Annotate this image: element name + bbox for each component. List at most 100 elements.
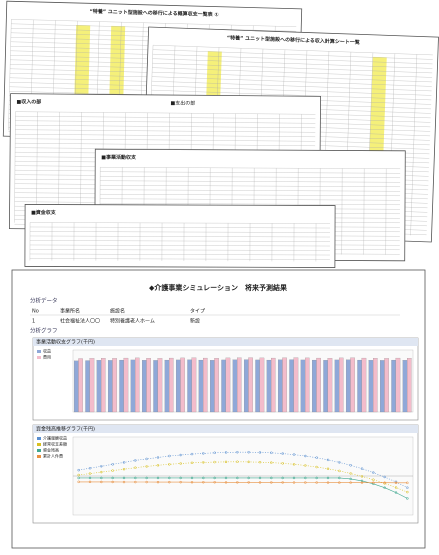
point <box>122 461 126 464</box>
point <box>202 452 205 455</box>
bar <box>334 359 340 413</box>
point <box>134 466 137 469</box>
point <box>270 451 273 455</box>
point <box>168 454 171 458</box>
legend-swatch <box>37 350 41 353</box>
legend-label: 介護報酬収益 <box>43 435 67 441</box>
point <box>406 481 409 485</box>
sheet: ■資金収支 <box>24 204 336 268</box>
bar <box>221 359 226 413</box>
point <box>202 476 205 480</box>
table-line <box>15 138 316 142</box>
bar <box>135 357 140 413</box>
bar <box>282 357 287 413</box>
point <box>156 456 160 459</box>
point <box>145 465 148 468</box>
bar <box>176 359 181 413</box>
bar <box>237 357 242 413</box>
point <box>383 481 386 484</box>
point <box>213 476 216 480</box>
point <box>258 451 262 454</box>
point <box>224 460 228 464</box>
point <box>213 451 216 455</box>
point <box>394 481 398 485</box>
point <box>360 467 364 470</box>
bar <box>312 359 317 413</box>
table-line <box>15 125 316 128</box>
point <box>281 476 284 480</box>
point <box>88 472 92 475</box>
table-line <box>410 54 418 236</box>
bar <box>339 357 344 413</box>
point <box>338 469 341 473</box>
bar <box>361 357 367 413</box>
point <box>111 480 114 484</box>
bar <box>384 358 389 413</box>
point <box>236 460 239 464</box>
point <box>281 462 284 465</box>
point <box>134 476 137 480</box>
point <box>156 480 160 484</box>
legend-label: 累計人件費 <box>43 453 63 459</box>
point <box>360 481 364 484</box>
bar <box>244 359 249 413</box>
table-line <box>100 194 401 196</box>
bar <box>85 360 90 413</box>
point <box>202 461 205 464</box>
bar <box>180 357 185 413</box>
point <box>168 480 171 484</box>
point <box>134 480 137 484</box>
sheet-title: ■資金収支 <box>31 209 57 216</box>
bar <box>248 357 253 413</box>
table-line <box>152 58 433 69</box>
point <box>202 480 205 484</box>
table-line <box>151 80 432 92</box>
point <box>349 472 352 475</box>
point <box>372 478 375 481</box>
table-header: タイプ <box>190 308 205 315</box>
bar <box>153 360 158 413</box>
legend-swatch <box>37 449 41 452</box>
table-cell: 新設 <box>190 318 200 325</box>
bar <box>407 358 412 413</box>
point <box>122 476 126 480</box>
section-label: 分析データ <box>30 297 58 305</box>
table-line <box>15 143 316 146</box>
table-line <box>29 258 330 260</box>
bar <box>346 359 351 413</box>
point <box>247 481 250 484</box>
point <box>111 469 114 472</box>
table-line <box>15 134 316 137</box>
point <box>258 476 262 480</box>
point <box>326 467 330 471</box>
point <box>281 481 284 484</box>
table-line <box>100 189 401 192</box>
sheet-paper <box>24 204 336 268</box>
bar <box>402 360 408 413</box>
point <box>315 481 318 484</box>
point <box>179 462 182 465</box>
bar <box>225 357 231 413</box>
bar <box>395 357 401 413</box>
point <box>190 476 194 480</box>
bar <box>316 357 321 413</box>
table-line <box>100 171 401 174</box>
point <box>156 464 160 467</box>
point <box>360 475 364 478</box>
point <box>100 480 103 484</box>
point <box>213 480 216 484</box>
point <box>292 463 296 466</box>
bar <box>259 357 265 413</box>
table-line <box>152 71 432 83</box>
point <box>88 476 92 480</box>
table-line <box>151 85 432 96</box>
legend-label: 資金残高 <box>43 447 59 453</box>
point <box>406 486 409 489</box>
point <box>383 486 386 489</box>
point <box>372 471 375 474</box>
table-line <box>152 49 433 60</box>
point <box>315 465 318 469</box>
point <box>111 463 114 466</box>
point <box>326 476 330 480</box>
bar <box>357 359 362 413</box>
